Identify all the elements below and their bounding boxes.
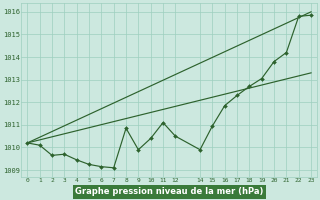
- X-axis label: Graphe pression niveau de la mer (hPa): Graphe pression niveau de la mer (hPa): [75, 187, 263, 196]
